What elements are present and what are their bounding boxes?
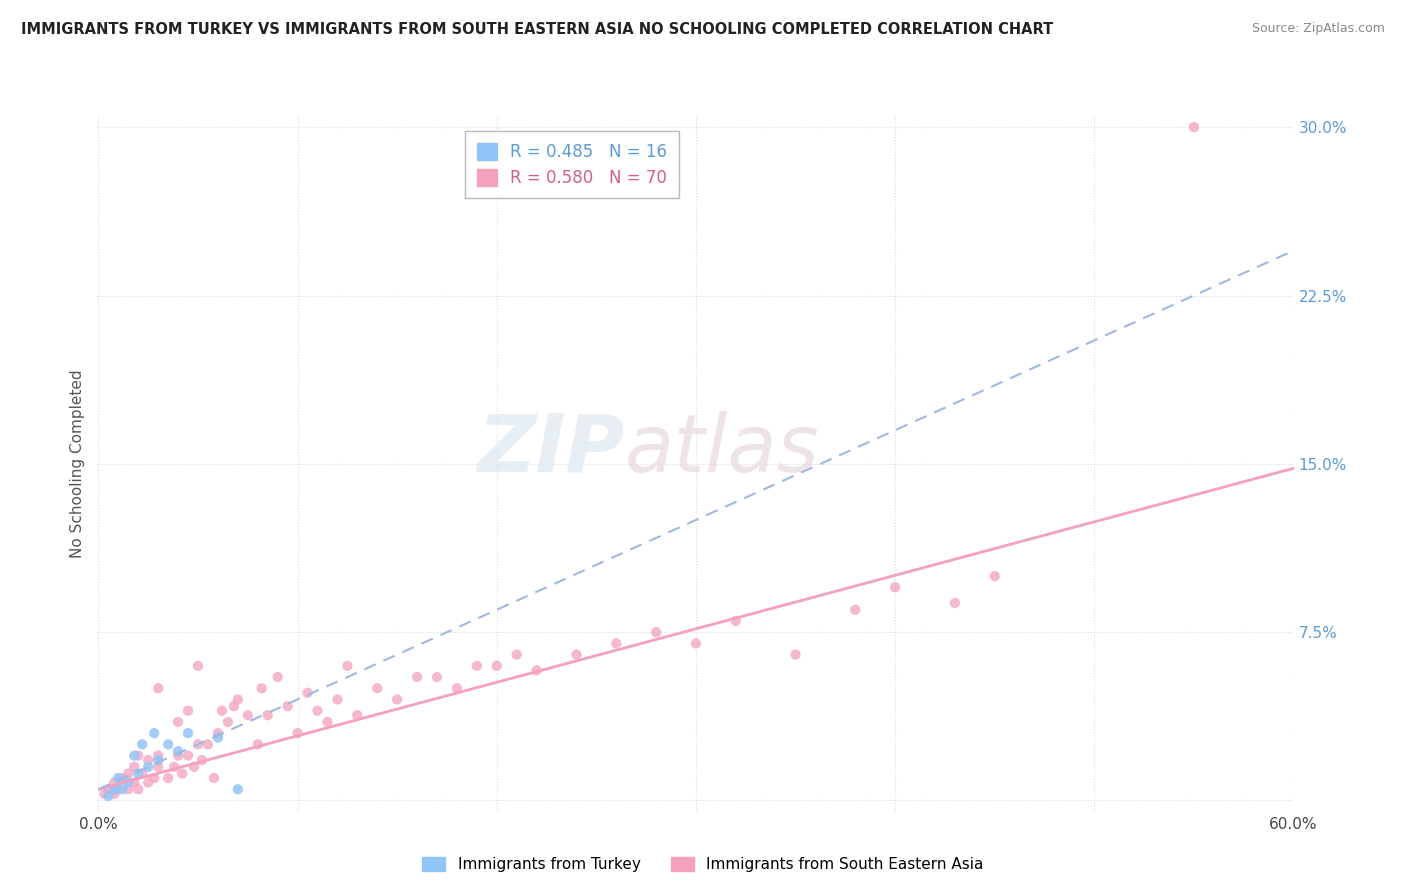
Point <box>984 569 1007 583</box>
Point <box>426 670 449 684</box>
Point <box>217 714 239 729</box>
Point <box>177 704 200 718</box>
Point <box>485 658 508 673</box>
Point <box>256 708 278 723</box>
Y-axis label: No Schooling Completed: No Schooling Completed <box>70 369 86 558</box>
Point <box>107 771 129 785</box>
Point <box>127 766 149 780</box>
Point <box>127 748 149 763</box>
Point <box>297 686 319 700</box>
Point <box>385 692 409 706</box>
Point <box>236 708 259 723</box>
Point <box>336 658 359 673</box>
Point <box>172 766 194 780</box>
Point <box>143 771 166 785</box>
Point <box>157 738 180 752</box>
Point <box>97 782 120 797</box>
Point <box>207 726 229 740</box>
Point <box>246 738 269 752</box>
Point <box>148 681 170 696</box>
Point <box>157 771 180 785</box>
Point <box>124 748 146 763</box>
Point <box>103 782 125 797</box>
Point <box>143 726 166 740</box>
Point <box>183 760 205 774</box>
Point <box>127 782 149 797</box>
Point <box>316 714 339 729</box>
Legend: R = 0.485   N = 16, R = 0.580   N = 70: R = 0.485 N = 16, R = 0.580 N = 70 <box>465 131 679 198</box>
Point <box>844 603 866 617</box>
Point <box>111 771 134 785</box>
Point <box>446 681 468 696</box>
Legend: Immigrants from Turkey, Immigrants from South Eastern Asia: Immigrants from Turkey, Immigrants from … <box>415 849 991 880</box>
Point <box>250 681 273 696</box>
Point <box>103 787 125 801</box>
Point <box>277 699 299 714</box>
Point <box>565 648 588 662</box>
Point <box>131 766 153 780</box>
Point <box>187 738 209 752</box>
Point <box>97 789 120 803</box>
Point <box>207 731 229 745</box>
Point <box>465 658 488 673</box>
Point <box>103 775 125 789</box>
Point <box>1182 120 1205 135</box>
Text: Source: ZipAtlas.com: Source: ZipAtlas.com <box>1251 22 1385 36</box>
Point <box>226 782 249 797</box>
Point <box>645 625 668 640</box>
Text: atlas: atlas <box>624 411 820 489</box>
Point <box>131 738 153 752</box>
Point <box>943 596 966 610</box>
Text: ZIP: ZIP <box>477 411 624 489</box>
Text: IMMIGRANTS FROM TURKEY VS IMMIGRANTS FROM SOUTH EASTERN ASIA NO SCHOOLING COMPLE: IMMIGRANTS FROM TURKEY VS IMMIGRANTS FRO… <box>21 22 1053 37</box>
Point <box>167 744 190 758</box>
Point <box>226 692 249 706</box>
Point <box>136 775 159 789</box>
Point <box>605 636 627 650</box>
Point <box>366 681 388 696</box>
Point <box>117 782 139 797</box>
Point <box>724 614 747 628</box>
Point <box>124 760 146 774</box>
Point <box>884 580 907 594</box>
Point <box>326 692 349 706</box>
Point <box>177 726 200 740</box>
Point <box>187 658 209 673</box>
Point <box>148 748 170 763</box>
Point <box>117 775 139 789</box>
Point <box>124 775 146 789</box>
Point <box>148 753 170 767</box>
Point <box>111 782 134 797</box>
Point <box>136 760 159 774</box>
Point <box>406 670 429 684</box>
Point <box>346 708 368 723</box>
Point <box>93 787 115 801</box>
Point <box>287 726 309 740</box>
Point <box>177 748 200 763</box>
Point <box>222 699 245 714</box>
Point <box>167 748 190 763</box>
Point <box>163 760 186 774</box>
Point <box>107 782 129 797</box>
Point <box>117 766 139 780</box>
Point <box>191 753 214 767</box>
Point <box>202 771 225 785</box>
Point <box>267 670 290 684</box>
Point <box>148 760 170 774</box>
Point <box>785 648 807 662</box>
Point <box>136 753 159 767</box>
Point <box>307 704 329 718</box>
Point <box>167 714 190 729</box>
Point <box>211 704 233 718</box>
Point <box>685 636 707 650</box>
Point <box>197 738 219 752</box>
Point <box>506 648 529 662</box>
Point <box>526 663 548 677</box>
